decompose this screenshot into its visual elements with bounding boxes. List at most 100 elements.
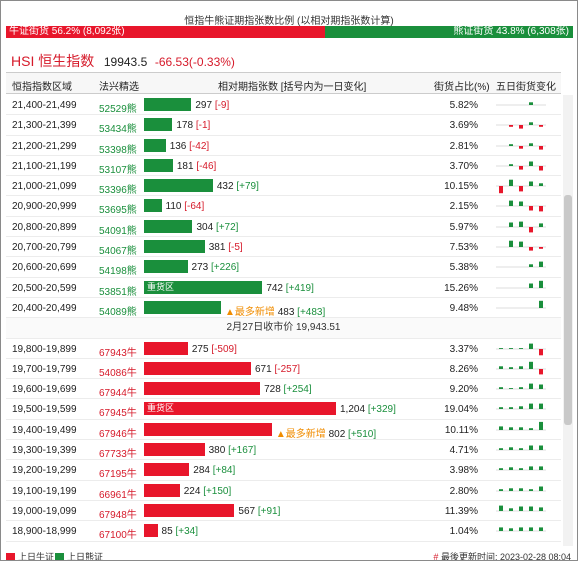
product-code-link[interactable]: 67943牛 (99, 347, 137, 359)
sparkline-bar (529, 264, 533, 268)
quantity-bar (144, 443, 205, 457)
five-day-sparkline (496, 505, 546, 512)
daily-change: [+91] (257, 505, 281, 517)
product-code-link[interactable]: 54198熊 (99, 266, 137, 278)
table-row[interactable]: 19,700-19,799 54086牛 671 [-257] 8.26% (6, 359, 561, 380)
table-row[interactable]: 21,300-21,399 53434熊 178 [-1] 3.69% (6, 115, 561, 136)
sparkline-bar (519, 387, 523, 390)
sparkline-bar (519, 527, 523, 532)
table-row[interactable]: 19,100-19,199 66961牛 224 [+150] 2.80% (6, 481, 561, 501)
product-code-link[interactable]: 67733牛 (99, 449, 137, 461)
product-code-link[interactable]: 66961牛 (99, 489, 137, 501)
index-name[interactable]: HSI 恒生指数 (11, 53, 95, 69)
five-day-sparkline (496, 300, 546, 309)
table-row[interactable]: 20,400-20,499 54089熊 ▲最多新增 483 [+483] 9.48% (6, 298, 561, 319)
share-percent: 10.15% (444, 181, 478, 193)
most-added-marker: ▲最多新增 (275, 428, 326, 440)
range-cell: 19,500-19,599 (12, 404, 77, 416)
sparkline-bar (529, 122, 533, 126)
header-share: 街货占比(%) (434, 82, 490, 93)
product-code-link[interactable]: 53695熊 (99, 205, 137, 217)
legend-prev-bear-label: 上日熊证 (67, 552, 104, 561)
table-row[interactable]: 20,700-20,799 54067熊 381 [-5] 7.53% (6, 237, 561, 258)
table-scrollbar[interactable] (563, 95, 573, 546)
range-cell: 21,300-21,399 (12, 120, 77, 132)
share-percent: 11.39% (444, 505, 478, 517)
product-code-link[interactable]: 67946牛 (99, 428, 137, 440)
daily-change: [+150] (203, 485, 232, 497)
quantity-bar (144, 240, 205, 254)
quantity-bar (144, 179, 213, 193)
bull-swatch-icon (6, 552, 15, 560)
sparkline-bar (519, 241, 523, 248)
sparkline-bar (509, 179, 513, 187)
five-day-sparkline (496, 445, 546, 451)
sparkline-bar (539, 384, 543, 390)
sparkline-bar (529, 142, 533, 146)
daily-change: [+254] (283, 384, 312, 396)
five-day-sparkline (496, 261, 546, 268)
sparkline-bar (529, 427, 533, 430)
table-row[interactable]: 20,900-20,999 53695熊 110 [-64] 2.15% (6, 196, 561, 217)
quantity-value: 381 [-5] (209, 242, 243, 253)
quantity-value: ▲最多新增 483 [+483] (225, 303, 325, 318)
product-code-link[interactable]: 67100牛 (99, 530, 137, 542)
table-row[interactable]: 21,100-21,199 53107熊 181 [-46] 3.70% (6, 156, 561, 177)
product-code-link[interactable]: 54089熊 (99, 306, 137, 318)
product-code-link[interactable]: 67195牛 (99, 469, 137, 481)
table-row[interactable]: 19,400-19,499 67946牛 ▲最多新增 802 [+510] 10.11… (6, 420, 561, 441)
table-row[interactable]: 20,800-20,899 54091熊 304 [+72] 5.97% (6, 217, 561, 238)
quantity-number: 483 (277, 306, 295, 318)
product-code-link[interactable]: 54091熊 (99, 225, 137, 237)
table-row[interactable]: 20,500-20,599 53851熊 重货区 742 [+419] 15.26% (6, 278, 561, 298)
product-code-link[interactable]: 54067熊 (99, 246, 137, 258)
product-code-link[interactable]: 67948牛 (99, 509, 137, 521)
table-row[interactable]: 21,200-21,299 53398熊 136 [-42] 2.81% (6, 136, 561, 156)
table-row[interactable]: 19,500-19,599 67945牛 重货区 1,204 [+329] 19.04% (6, 399, 561, 420)
last-updated-text: 最後更新时间: 2023-02-28 08:04 (440, 552, 571, 561)
quantity-number: 110 (165, 201, 182, 213)
product-code-link[interactable]: 53851熊 (99, 286, 137, 298)
table-row[interactable]: 19,300-19,399 67733牛 380 [+167] 4.71% (6, 440, 561, 461)
product-code-link[interactable]: 52529熊 (99, 104, 137, 115)
quantity-bar (144, 138, 166, 152)
product-code-link[interactable]: 54086牛 (99, 367, 137, 379)
sparkline-bar (519, 506, 523, 511)
quantity-bar (144, 422, 272, 436)
table-row[interactable]: 21,400-21,499 52529熊 297 [-9] 5.82% (6, 95, 561, 116)
product-code-link[interactable]: 53434熊 (99, 124, 137, 136)
bull-bear-ratio-bar: 牛证街货 56.2% (8,092张) 熊证街货 43.8% (6,308张) (6, 26, 573, 38)
sparkline-bar (509, 240, 513, 248)
daily-change: [+483] (297, 306, 326, 318)
share-percent: 3.37% (449, 343, 478, 355)
table-row[interactable]: 20,600-20,699 54198熊 273 [+226] 5.38% (6, 257, 561, 278)
table-row[interactable]: 21,000-21,099 53396熊 432 [+79] 10.15% (6, 176, 561, 197)
table-row[interactable]: 19,800-19,899 67943牛 275 [-509] 3.37% (6, 339, 561, 359)
quantity-bar (144, 341, 188, 355)
sparkline-bar (509, 487, 513, 491)
quantity-number: 297 (195, 100, 213, 111)
quantity-number: 432 (216, 181, 234, 193)
quantity-number: 802 (328, 428, 346, 440)
table-row[interactable]: 19,600-19,699 67944牛 728 [+254] 9.20% (6, 379, 561, 400)
quantity-value: 432 [+79] (217, 181, 259, 192)
five-day-sparkline (496, 179, 546, 194)
table-row[interactable]: 19,200-19,299 67195牛 284 [+84] 3.98% (6, 460, 561, 481)
scrollbar-thumb[interactable] (564, 195, 572, 425)
sparkline-bar (539, 486, 543, 491)
product-code-link[interactable]: 53107熊 (99, 164, 137, 176)
table-row[interactable]: 18,900-18,999 67100牛 85 [+34] 1.04% (6, 521, 561, 542)
product-code-link[interactable]: 53396熊 (99, 185, 137, 197)
product-code-link[interactable]: 67945牛 (99, 408, 137, 420)
last-updated: # 最後更新时间: 2023-02-28 08:04 (433, 550, 571, 561)
sparkline-bar (539, 125, 543, 128)
quantity-bar (144, 219, 193, 233)
product-code-link[interactable]: 53398熊 (99, 144, 137, 156)
table-row[interactable]: 19,000-19,099 67948牛 567 [+91] 11.39% (6, 501, 561, 522)
quantity-value: 273 [+226] (192, 262, 240, 273)
quantity-bar: 重货区 (144, 280, 263, 294)
daily-change: [-509] (211, 343, 237, 355)
product-code-link[interactable]: 67944牛 (99, 388, 137, 400)
sparkline-bar (519, 487, 523, 491)
